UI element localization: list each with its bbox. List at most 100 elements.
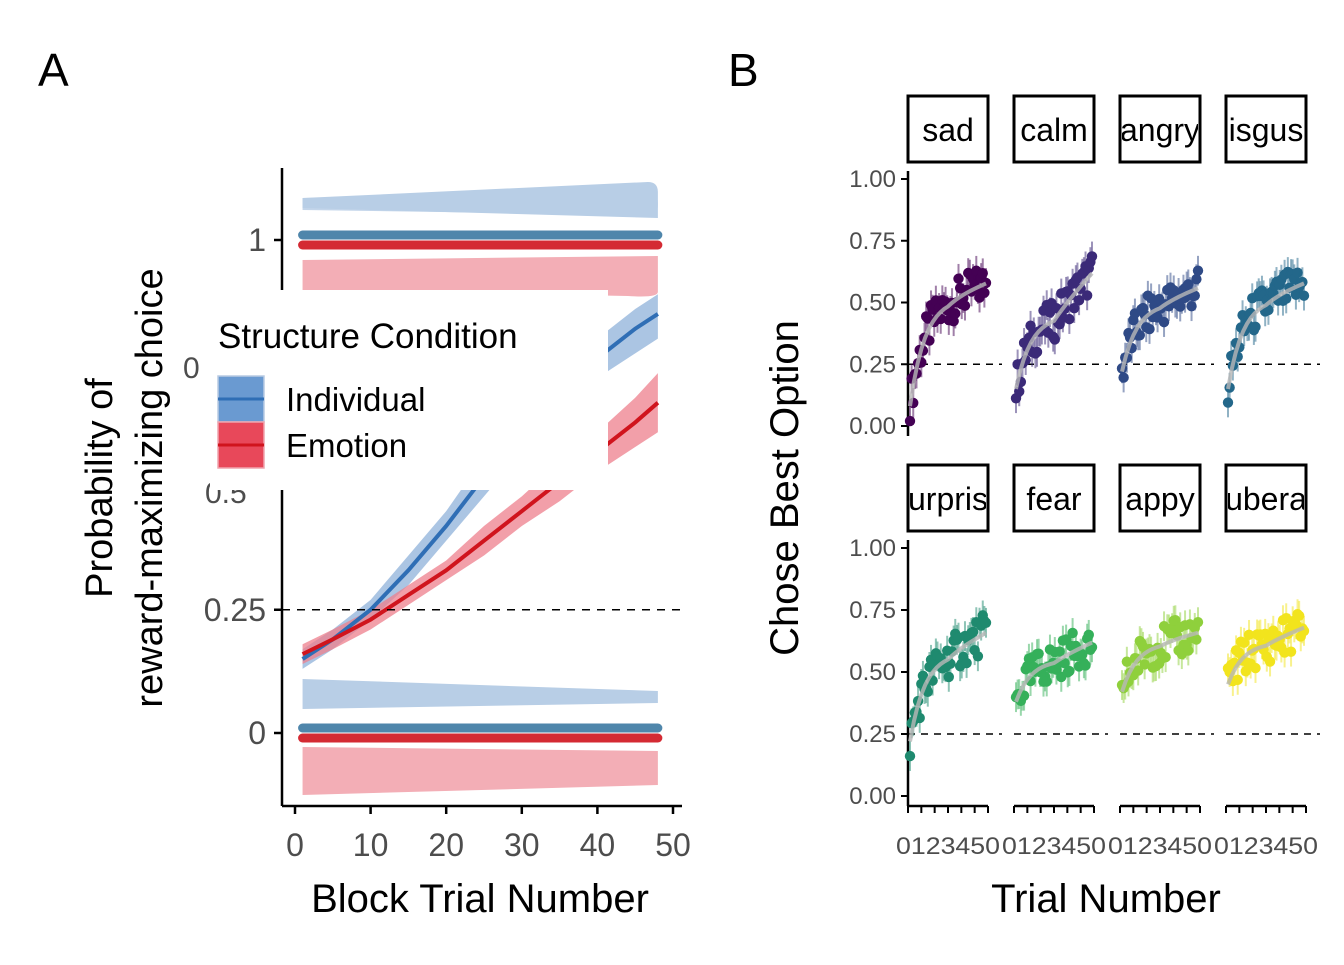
facet-point [1064,665,1075,677]
facet-point [961,657,972,669]
facet-smooth-line [1120,286,1199,373]
facet-strip-label: fear [1026,481,1081,517]
facet-point [1264,656,1276,667]
facet-smooth-line [1226,625,1305,686]
facet-y-tick-label: 1.00 [849,166,896,193]
legend-item-individual: Individual [286,381,425,418]
y-tick-label: 0.25 [204,592,266,628]
facet-point [1134,330,1145,341]
y-tick-fragment-0: 0 [183,352,200,385]
facet-x-tick-labels: 0123450 [896,833,1000,860]
facet-point [959,300,971,311]
y-axis-label-b: Chose Best Option [763,320,807,656]
facet-smooth-line [1226,281,1305,390]
facet-fear: fear 0123450 [1002,463,1108,860]
facet-sad: sad 0.00 0.25 0.50 0.75 1.00 [849,94,1002,440]
violin-emotion-upper [302,256,658,297]
axis-ticks: 0 10 20 30 40 50 0 0.25 1 [204,222,691,863]
facet-smooth-line [1014,272,1094,390]
facet-point [1192,616,1204,628]
facet-x-tick-labels: 0123450 [1108,833,1212,860]
facet-strip [1118,94,1202,164]
facet-point [972,651,984,662]
facet-point [1064,313,1075,325]
facet-point [1160,652,1171,663]
facet-strip-label: calm [1020,112,1088,148]
y-axis-label-line-1: Probability of [79,378,121,598]
x-tick-label: 20 [428,827,464,863]
facet-urpris: urpris 0.00 0.25 0.50 0.75 1.00 0123450 [849,463,1002,860]
facet-point [1118,372,1129,383]
facet-strip [906,463,990,533]
facet-x-tick-labels: 0123450 [1002,833,1106,860]
y-tick-label: 0 [248,715,266,751]
panel-a-tag: A [38,44,69,96]
facet-strip-label: isgus [1229,112,1304,148]
facet-strip [906,94,990,164]
x-tick-label: 30 [504,827,540,863]
facet-smooth-line [908,631,987,742]
legend-item-emotion: Emotion [286,427,407,464]
facet-y-tick-label: 0.50 [849,290,896,317]
x-tick-label: 50 [655,827,691,863]
facet-point [1232,674,1243,686]
facet-y-tick-label: 1.00 [849,535,896,562]
panel-b-chart: sad 0.00 0.25 0.50 0.75 1.00 calm angry isgus urp… [763,94,1320,921]
facet-point [1086,251,1098,262]
facet-point [1080,660,1091,671]
facet-point [1238,637,1250,648]
violin-emotion-lower [302,747,658,795]
x-axis-label: Block Trial Number [311,877,649,921]
facet-point [979,287,990,298]
panel-b-tag: B [728,44,759,96]
facet-x-tick-labels: 0123450 [1214,833,1318,860]
legend: Structure Condition Individual Emotion [210,290,608,490]
facet-calm: calm [1010,94,1108,414]
facet-y-tick-label: 0.00 [849,783,896,810]
facet-y-tick-label: 0.75 [849,228,896,255]
facet-y-tick-label: 0.75 [849,597,896,624]
facet-point [950,308,961,319]
facet-smooth-line [1014,640,1093,703]
facet-strip-label: appy [1125,481,1194,517]
facet-point [1298,290,1310,301]
facet-point [953,273,964,284]
facet-isgus: isgus [1222,94,1320,418]
marginal-distributions [298,182,663,795]
facet-strip-label: sad [922,112,974,148]
facet-y-tick-label: 0.25 [849,351,896,378]
legend-background [210,290,608,490]
facet-point [1250,321,1261,333]
facet-point [904,750,916,762]
facet-point [1041,676,1052,687]
x-tick-label: 10 [353,827,389,863]
facet-smooth-line [908,281,987,407]
facet-point [1222,397,1234,408]
facet-point [1158,316,1170,328]
y-axis-label-line-2: reward-maximizing choice [129,268,171,707]
legend-title: Structure Condition [218,317,518,356]
facet-smooth-line [1120,630,1199,693]
facet-strip-label: angry [1120,112,1200,148]
facet-appy: appy 0123450 [1108,463,1214,860]
line-emotion [301,401,660,656]
facet-point [1069,302,1080,314]
facet-strip [1118,463,1202,533]
facet-point [904,415,916,427]
facet-y-tick-label: 0.50 [849,659,896,686]
facet-point [1132,665,1144,676]
violin-individual-upper [302,182,658,218]
facet-point [1250,662,1261,674]
facet-point [980,617,992,629]
y-tick-label: 1 [248,222,266,258]
facet-grid: sad 0.00 0.25 0.50 0.75 1.00 calm angry isgus urp… [849,94,1320,860]
facet-strip-label: ubera [1225,481,1307,517]
facet-point [1285,646,1297,657]
facet-point [1192,265,1204,276]
violin-individual-lower [302,679,658,709]
facet-ubera: ubera 0123450 [1214,463,1320,860]
facet-strip [1012,94,1096,164]
facet-strip [1224,463,1308,533]
